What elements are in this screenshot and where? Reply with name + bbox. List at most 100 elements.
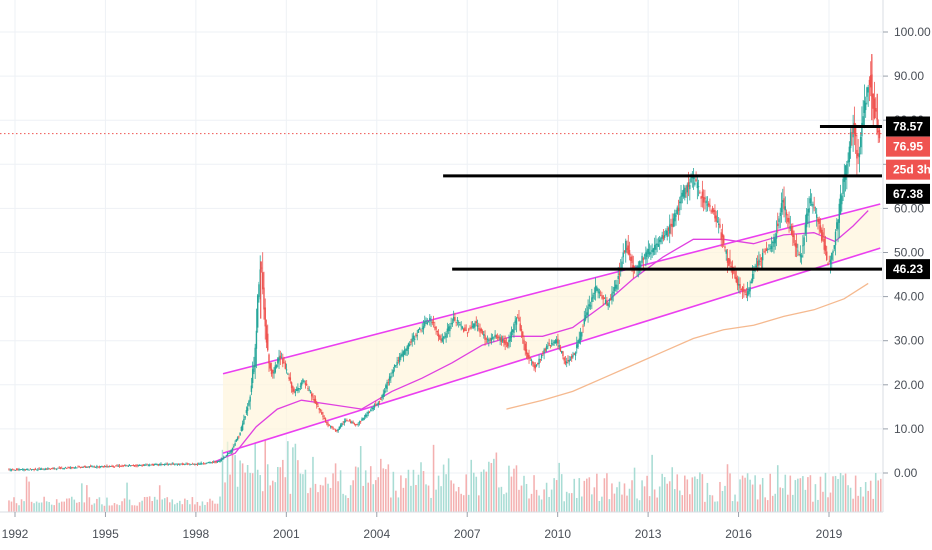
candle xyxy=(848,141,851,167)
volume-bar xyxy=(289,493,292,512)
candle xyxy=(313,395,315,404)
volume-bar xyxy=(661,473,663,512)
volume-bar xyxy=(299,473,302,512)
channel-line-upper[interactable] xyxy=(222,203,881,375)
candle xyxy=(240,425,243,432)
candle xyxy=(425,317,427,325)
volume-bar xyxy=(726,464,729,512)
volume-bar xyxy=(307,493,309,512)
volume-bar xyxy=(206,502,209,512)
volume-bar xyxy=(199,505,201,512)
candle xyxy=(66,467,68,469)
candle xyxy=(686,182,688,205)
candle xyxy=(171,462,173,465)
candle xyxy=(368,410,371,414)
candle xyxy=(442,335,445,345)
candle xyxy=(382,389,385,400)
candle xyxy=(268,353,270,372)
candle xyxy=(215,460,217,464)
candle xyxy=(576,336,578,354)
volume-bar xyxy=(440,486,442,512)
volume-bar xyxy=(309,487,312,512)
candle xyxy=(135,464,137,468)
candle xyxy=(113,466,116,468)
candle xyxy=(221,458,224,460)
candle xyxy=(263,271,265,320)
candle xyxy=(503,335,505,347)
candle xyxy=(573,352,575,355)
candle xyxy=(391,369,393,378)
candle xyxy=(302,378,304,384)
candle xyxy=(736,275,739,291)
volume-bar xyxy=(548,496,550,512)
volume-bar xyxy=(176,502,179,512)
candle xyxy=(277,357,279,368)
candle xyxy=(432,315,435,328)
candle xyxy=(824,235,827,256)
candle xyxy=(564,356,567,366)
candle xyxy=(120,465,122,467)
candle xyxy=(760,257,763,269)
volume-bar xyxy=(528,498,530,512)
candle xyxy=(108,465,111,468)
price-axis[interactable]: 100.0090.0080.0070.0060.0050.0040.0030.0… xyxy=(883,25,931,480)
volume-bar xyxy=(457,486,460,512)
volume-bar xyxy=(101,504,103,512)
candle xyxy=(699,190,701,195)
time-axis[interactable]: 1992 1995 1998 2001 2004 2007 2010 2013 2016 2019 xyxy=(2,512,843,541)
candle xyxy=(774,232,776,250)
candle xyxy=(38,467,40,470)
price-tag-label: 78.57 xyxy=(893,120,923,134)
candle xyxy=(262,252,264,295)
candle xyxy=(864,96,867,118)
candle xyxy=(799,245,802,263)
volume-bar xyxy=(807,477,809,512)
candle xyxy=(289,372,292,384)
price-tick-label: 40.00 xyxy=(894,290,924,304)
time-tick-label: 2007 xyxy=(454,527,481,541)
candle xyxy=(363,414,366,421)
candle xyxy=(723,234,725,247)
candle xyxy=(827,262,829,266)
candle xyxy=(446,322,449,338)
volume-bar xyxy=(500,486,503,512)
candle xyxy=(106,464,108,468)
candle xyxy=(406,345,408,357)
volume-bar xyxy=(334,463,337,512)
candle xyxy=(606,296,608,306)
candle xyxy=(308,386,310,392)
volume-bar xyxy=(382,468,385,512)
volume-bar xyxy=(128,499,131,512)
candle xyxy=(179,463,181,466)
candle xyxy=(99,466,102,469)
candle xyxy=(615,279,617,292)
candle xyxy=(189,463,191,466)
candle xyxy=(696,175,699,200)
candle xyxy=(334,428,337,432)
volume-bar xyxy=(226,441,229,512)
candle xyxy=(543,347,545,360)
volume-bar xyxy=(68,498,71,512)
candle xyxy=(601,291,603,300)
candle xyxy=(245,406,248,416)
candle xyxy=(540,354,543,361)
candle xyxy=(463,327,465,333)
candle xyxy=(805,207,808,243)
volume-bar xyxy=(465,474,467,512)
candle xyxy=(122,465,124,468)
volume-bar xyxy=(483,469,485,512)
candle xyxy=(156,463,158,466)
candle xyxy=(598,288,601,299)
candle xyxy=(284,360,287,370)
volume-bar xyxy=(822,491,824,512)
candle xyxy=(437,329,440,342)
candle xyxy=(587,299,589,323)
volume-bar xyxy=(432,444,435,512)
candle xyxy=(311,391,313,401)
volume-bar xyxy=(754,475,756,512)
candle xyxy=(818,216,820,235)
channel-line-lower[interactable] xyxy=(222,247,881,454)
moving-averages xyxy=(213,210,869,463)
volume-bar xyxy=(25,476,28,512)
